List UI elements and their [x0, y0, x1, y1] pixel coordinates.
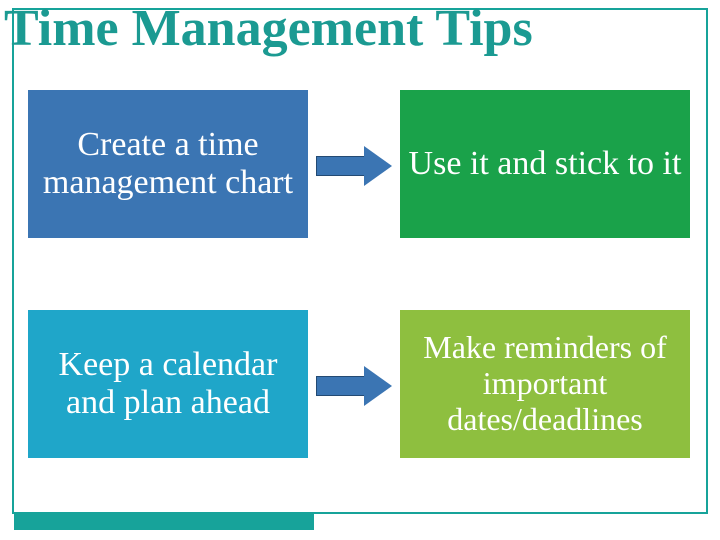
box-keep-calendar: Keep a calendar and plan ahead: [28, 310, 308, 458]
slide-title: Time Management Tips: [0, 2, 720, 57]
arrow-shaft: [316, 376, 366, 396]
box-use-it: Use it and stick to it: [400, 90, 690, 238]
box-reminders: Make reminders of important dates/deadli…: [400, 310, 690, 458]
arrow-bottom: [316, 366, 392, 406]
arrow-top: [316, 146, 392, 186]
arrow-head-icon: [364, 146, 392, 186]
slide: Time Management Tips Create a time manag…: [0, 0, 720, 540]
footer-accent-bar: [14, 514, 314, 530]
arrow-shaft: [316, 156, 366, 176]
arrow-head-icon: [364, 366, 392, 406]
box-create-chart: Create a time management chart: [28, 90, 308, 238]
